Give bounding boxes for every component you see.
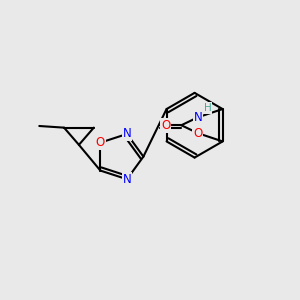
- Text: O: O: [161, 119, 170, 132]
- Text: H: H: [204, 103, 212, 113]
- Text: N: N: [123, 128, 131, 140]
- Text: O: O: [193, 127, 203, 140]
- Text: N: N: [123, 173, 131, 186]
- Text: O: O: [96, 136, 105, 149]
- Text: N: N: [194, 111, 202, 124]
